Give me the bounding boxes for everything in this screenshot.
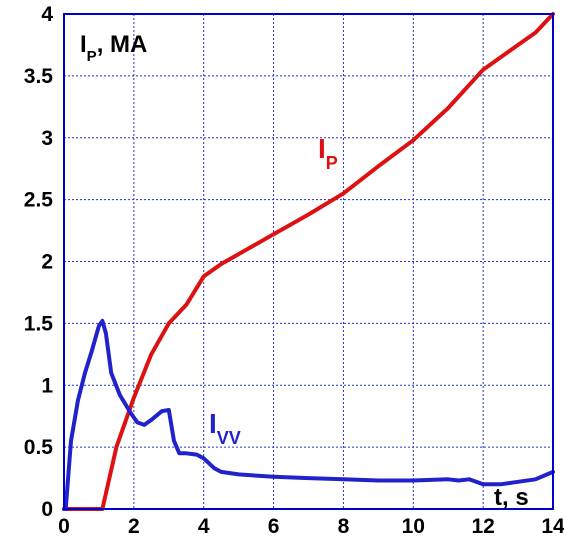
y-axis-label: IP, MA bbox=[80, 31, 147, 65]
y-tick-label: 3 bbox=[41, 127, 53, 150]
series-line-ivv bbox=[62, 318, 555, 511]
x-tick-label: 6 bbox=[268, 515, 280, 538]
x-tick-label: 8 bbox=[338, 515, 350, 538]
y-tick-labels: 0 0.5 1 1.5 2 2.5 3 3.5 4 bbox=[24, 3, 54, 521]
series-label-ip: IP bbox=[318, 133, 338, 173]
series-lines bbox=[62, 12, 555, 511]
y-tick-label: 2.5 bbox=[24, 189, 54, 212]
x-tick-label: 4 bbox=[198, 515, 210, 538]
y-tick-label: 3.5 bbox=[24, 65, 54, 88]
y-tick-label: 2 bbox=[41, 251, 53, 274]
x-tick-labels: 0 2 4 6 8 10 12 14 bbox=[58, 515, 564, 538]
y-tick-label: 0.5 bbox=[24, 436, 54, 459]
y-tick-label: 1.5 bbox=[24, 312, 54, 335]
plot-frame bbox=[63, 13, 554, 510]
x-tick-label: 14 bbox=[541, 515, 564, 538]
series-label-ip-sub: P bbox=[326, 153, 338, 173]
y-axis-label-main: I bbox=[80, 31, 87, 58]
series-line-ip bbox=[62, 12, 555, 511]
x-tick-label: 0 bbox=[58, 515, 70, 538]
y-tick-label: 4 bbox=[41, 3, 53, 26]
y-tick-label: 1 bbox=[41, 374, 53, 397]
x-tick-label: 12 bbox=[471, 515, 494, 538]
x-axis-label: t, s bbox=[494, 484, 529, 511]
series-label-ip-main: I bbox=[318, 133, 326, 164]
x-tick-label: 2 bbox=[128, 515, 140, 538]
y-axis-label-rest: , MA bbox=[97, 31, 148, 58]
x-tick-label: 10 bbox=[402, 515, 425, 538]
y-tick-label: 0 bbox=[41, 498, 53, 521]
series-label-ivv-sub: VV bbox=[217, 428, 241, 448]
y-axis-label-sub: P bbox=[87, 48, 97, 65]
series-label-ivv: IVV bbox=[209, 408, 241, 448]
series-label-ivv-main: I bbox=[209, 408, 217, 439]
